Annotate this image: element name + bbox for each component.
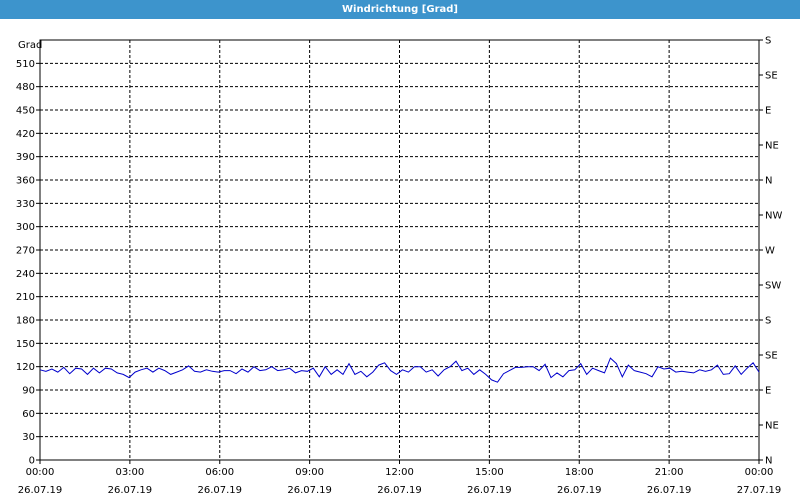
y-axis-ticks: 0 30 60 90 120 150 180 210 240 270 300 330 360 390 420…: [16, 59, 40, 467]
y-tick-label: 0: [29, 456, 35, 467]
x-tick-date: 27.07.19: [737, 485, 782, 496]
y2-tick-label: W: [765, 246, 775, 257]
y-tick-label: 360: [16, 176, 35, 187]
y2-tick-label: E: [765, 106, 771, 117]
y-tick-label: 150: [16, 339, 35, 350]
y2-tick-label: SE: [765, 71, 778, 82]
y-tick-label: 480: [16, 82, 35, 93]
x-axis-ticks: 00:00 26.07.19 03:00 26.07.19 06:00 26.07.19 0…: [18, 460, 782, 496]
x-tick-time: 09:00: [295, 467, 324, 478]
y2-tick-label: N: [765, 176, 772, 187]
x-tick-date: 26.07.19: [287, 485, 332, 496]
y-tick-label: 60: [22, 409, 35, 420]
y-tick-label: 390: [16, 152, 35, 163]
x-tick-time: 15:00: [475, 467, 504, 478]
y2-tick-label: SE: [765, 351, 778, 362]
y-tick-label: 270: [16, 246, 35, 257]
y-tick-label: 90: [22, 386, 35, 397]
x-tick-date: 26.07.19: [647, 485, 692, 496]
x-tick-time: 03:00: [115, 467, 144, 478]
x-tick-time: 00:00: [745, 467, 774, 478]
series-layer: [39, 357, 760, 383]
x-tick-time: 21:00: [655, 467, 684, 478]
x-tick-time: 12:00: [385, 467, 414, 478]
y-tick-label: 330: [16, 199, 35, 210]
y2-tick-label: NE: [765, 141, 779, 152]
x-tick-time: 18:00: [565, 467, 594, 478]
x-tick-date: 26.07.19: [108, 485, 153, 496]
y2-tick-label: S: [765, 316, 771, 327]
y2-tick-label: E: [765, 386, 771, 397]
y-tick-label: 450: [16, 106, 35, 117]
x-tick-date: 26.07.19: [467, 485, 512, 496]
x-tick-date: 26.07.19: [377, 485, 422, 496]
y-tick-label: 420: [16, 129, 35, 140]
y-tick-label: 300: [16, 222, 35, 233]
line-chart: Grad 0 30 60 90 120 150 180 210 240 270 300 330 360 3…: [16, 36, 783, 497]
x-tick-date: 26.07.19: [197, 485, 242, 496]
x-tick-date: 26.07.19: [557, 485, 602, 496]
y-axis-label: Grad: [18, 40, 42, 51]
grid-lines: [40, 40, 759, 460]
y-tick-label: 180: [16, 316, 35, 327]
y2-axis-ticks: N NE E SE S SW W NW N NE E SE S: [759, 36, 782, 467]
x-tick-time: 00:00: [26, 467, 55, 478]
y2-tick-label: S: [765, 36, 771, 47]
y-tick-label: 210: [16, 292, 35, 303]
x-tick-date: 26.07.19: [18, 485, 63, 496]
x-tick-time: 06:00: [205, 467, 234, 478]
y-tick-label: 120: [16, 362, 35, 373]
y2-tick-label: N: [765, 456, 772, 467]
y2-tick-label: NW: [765, 211, 782, 222]
y-tick-label: 240: [16, 269, 35, 280]
series-line: [39, 357, 760, 383]
y-tick-label: 510: [16, 59, 35, 70]
y2-tick-label: NE: [765, 421, 779, 432]
y2-tick-label: SW: [765, 281, 781, 292]
chart-title: Windrichtung [Grad]: [0, 0, 800, 19]
y-tick-label: 30: [22, 432, 35, 443]
